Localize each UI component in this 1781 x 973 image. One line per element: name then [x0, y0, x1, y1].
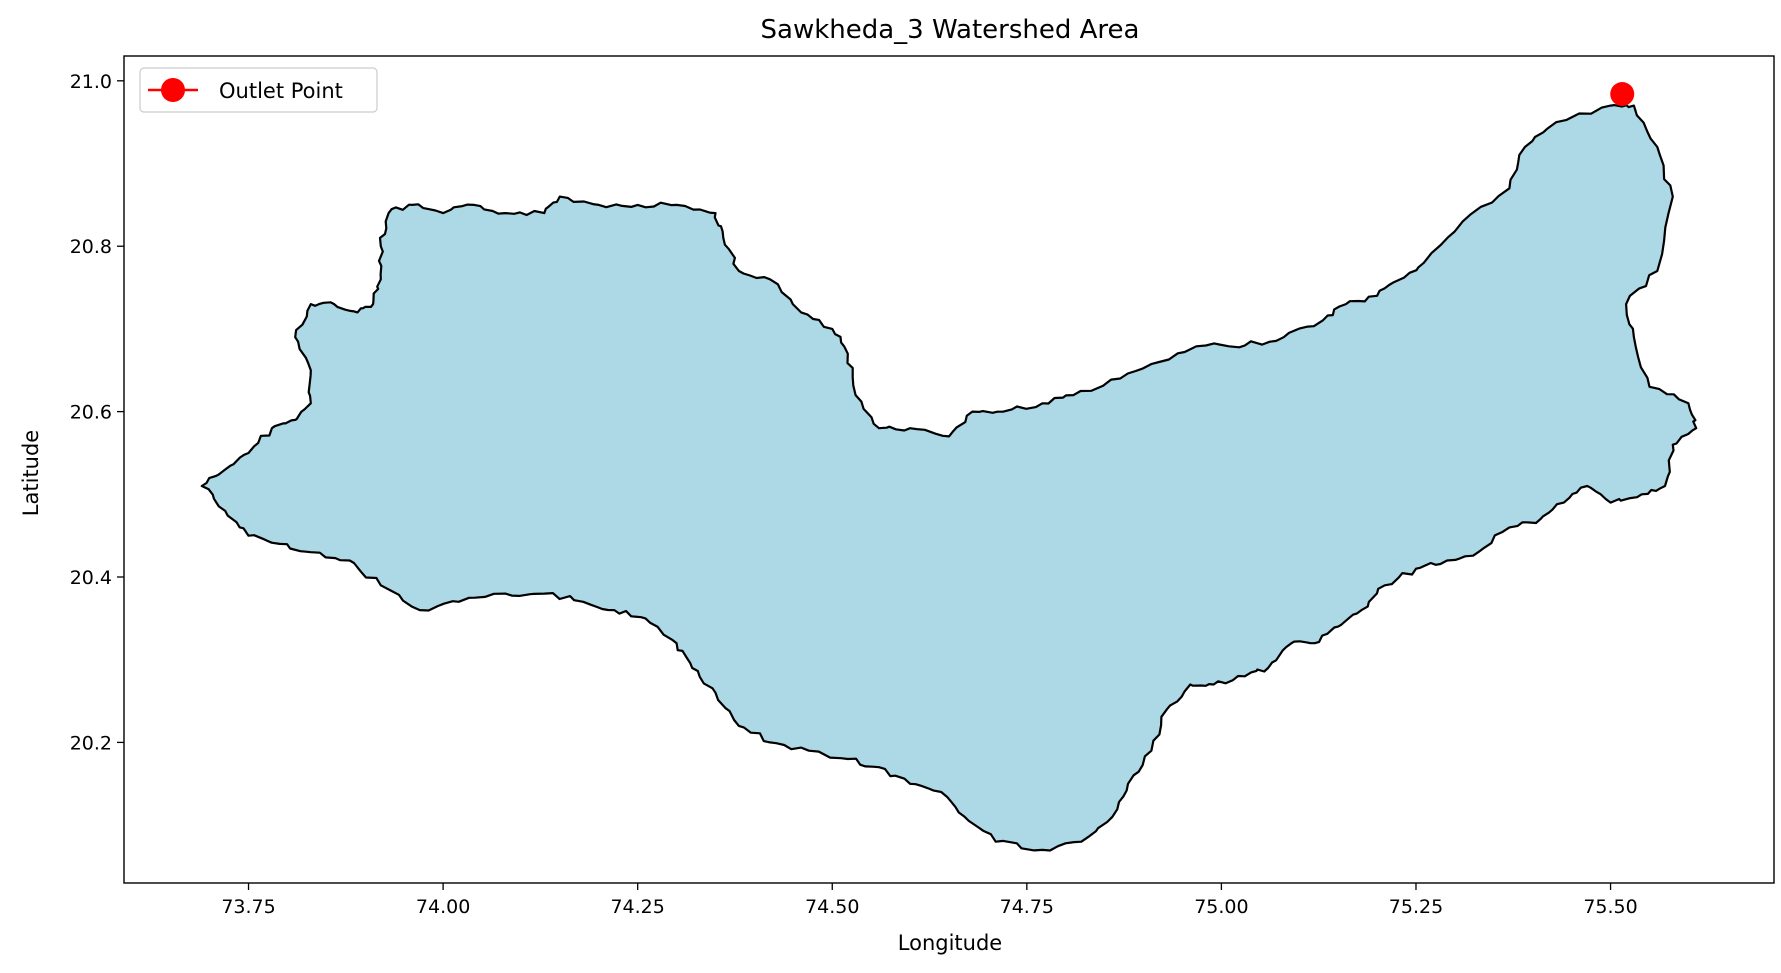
axes-frame — [123, 55, 1775, 884]
watershed-polygon — [200, 104, 1698, 852]
y-tick-label: 21.0 — [70, 71, 112, 93]
legend-box — [139, 67, 378, 113]
y-tick-label: 20.4 — [70, 567, 112, 589]
x-tick-label: 74.75 — [1000, 896, 1054, 918]
map-title: Sawkheda_3 Watershed Area — [761, 15, 1140, 45]
y-tick-label: 20.8 — [70, 236, 112, 258]
x-axis-ticks: 73.75 74.00 74.25 74.50 74.75 75.00 75.25 75.50 — [221, 883, 1638, 918]
plot-area — [200, 82, 1698, 852]
y-tick-label: 20.2 — [70, 732, 112, 754]
x-tick-label: 74.50 — [805, 896, 859, 918]
x-axis-label: Longitude — [898, 931, 1002, 955]
x-tick-label: 73.75 — [221, 896, 275, 918]
x-tick-label: 75.50 — [1583, 896, 1637, 918]
legend-outlet-marker-icon — [161, 78, 185, 102]
y-axis-ticks: 20.2 20.4 20.6 20.8 21.0 — [70, 71, 124, 754]
x-tick-label: 75.00 — [1194, 896, 1248, 918]
x-tick-label: 74.00 — [416, 896, 470, 918]
outlet-point-marker — [1610, 82, 1635, 107]
y-axis-label: Latitude — [19, 430, 43, 516]
legend: Outlet Point — [139, 67, 378, 113]
x-tick-label: 75.25 — [1389, 896, 1443, 918]
y-tick-label: 20.6 — [70, 402, 112, 424]
legend-entry-outlet-point: Outlet Point — [219, 79, 343, 103]
x-tick-label: 74.25 — [610, 896, 664, 918]
